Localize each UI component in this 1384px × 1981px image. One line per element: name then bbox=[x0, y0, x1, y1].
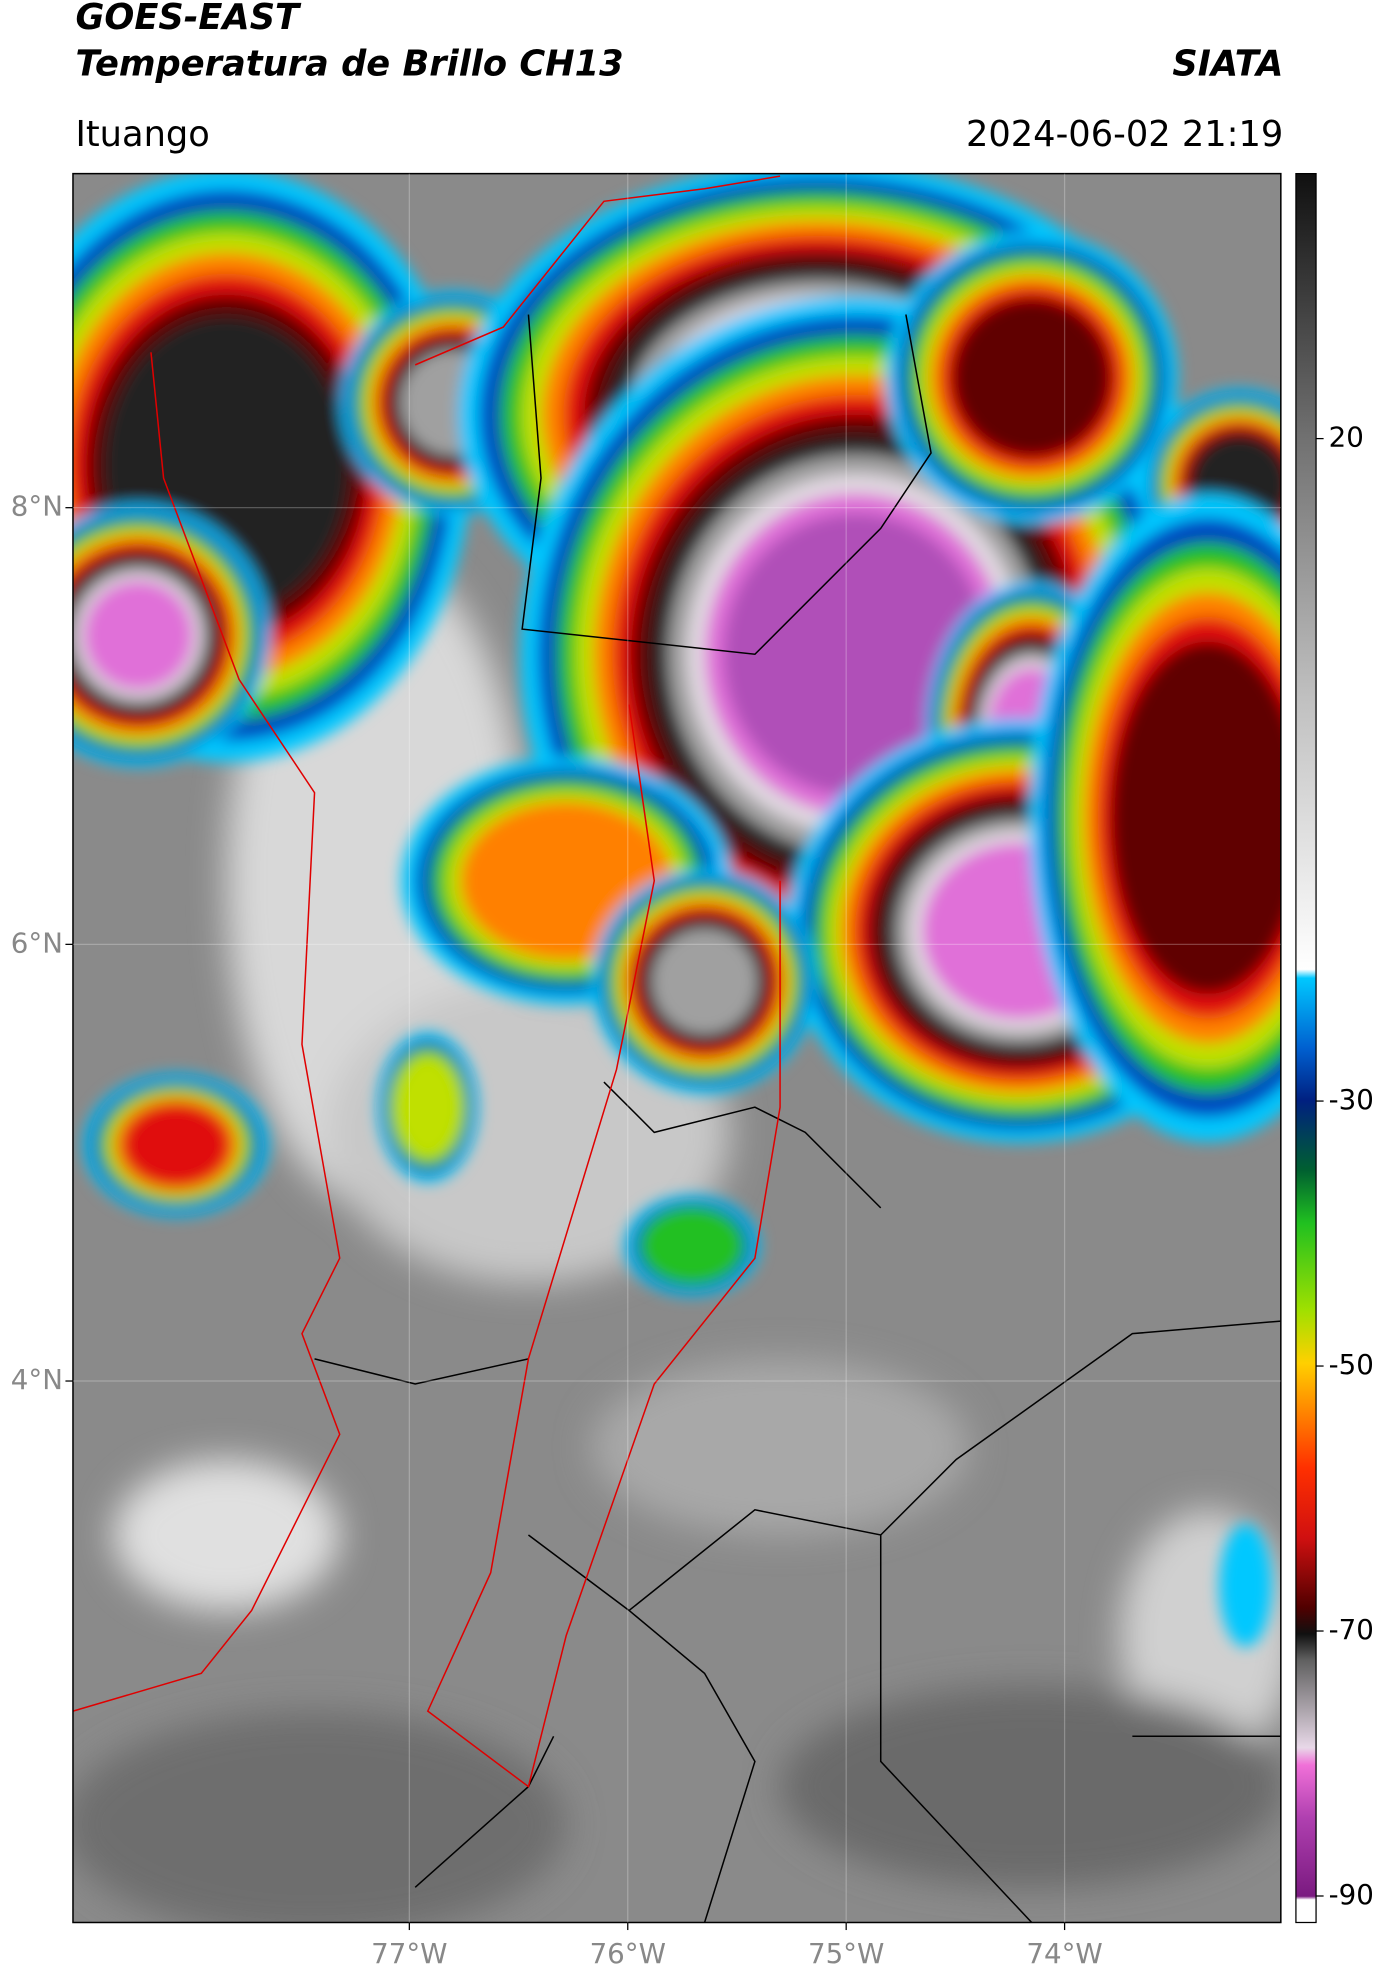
map-frame bbox=[72, 172, 1282, 1924]
colorbar-tick-label: 20 bbox=[1329, 421, 1364, 454]
storm-layer bbox=[392, 1054, 464, 1161]
storm-layer bbox=[952, 298, 1111, 457]
colorbar-tick-label: -50 bbox=[1329, 1348, 1374, 1381]
x-tick-label: 75°W bbox=[808, 1937, 884, 1970]
storm-layer bbox=[121, 1102, 231, 1188]
storm-layer bbox=[651, 928, 758, 1035]
storm-layer bbox=[1219, 1523, 1273, 1647]
y-tick-label: 8°N bbox=[11, 490, 63, 523]
x-tick-label: 76°W bbox=[590, 1937, 666, 1970]
storms bbox=[72, 173, 1281, 1647]
colorbar bbox=[1295, 172, 1317, 1924]
borders bbox=[314, 314, 1281, 1923]
storm-layer bbox=[723, 513, 988, 796]
datetime: 2024-06-02 21:19 bbox=[966, 114, 1283, 155]
colorbar-tick-label: -30 bbox=[1329, 1083, 1374, 1116]
title: GOES-EAST bbox=[75, 0, 302, 38]
storm-layer bbox=[1111, 641, 1281, 994]
x-tick-label: 74°W bbox=[1026, 1937, 1102, 1970]
regional-boundaries bbox=[72, 175, 781, 1788]
y-tick-label: 6°N bbox=[11, 926, 63, 959]
colorbar-tick-label: -70 bbox=[1329, 1613, 1374, 1646]
x-tick-label: 77°W bbox=[371, 1937, 447, 1970]
map-area bbox=[72, 173, 1281, 1923]
storm-layer bbox=[83, 580, 194, 690]
storm-layer bbox=[639, 1205, 745, 1286]
y-tick-label: 4°N bbox=[11, 1363, 63, 1396]
colorbar-tick-label: -90 bbox=[1329, 1878, 1374, 1911]
source: SIATA bbox=[1172, 43, 1283, 84]
subtitle: Temperatura de Brillo CH13 bbox=[75, 43, 623, 84]
location: Ituango bbox=[75, 114, 209, 155]
